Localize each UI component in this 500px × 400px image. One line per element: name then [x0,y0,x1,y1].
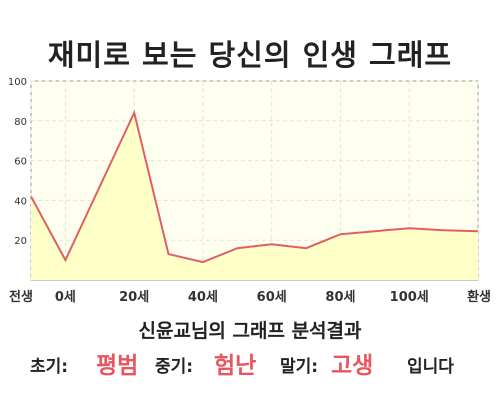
mid-label: 중기: [155,357,194,377]
x-tick-label: 80세 [325,290,355,305]
summary-ending: 입니다 [407,357,454,377]
y-tick-label: 40 [14,196,27,207]
early-value: 평범 [96,353,139,379]
early-label: 초기: [30,357,69,377]
life-series-line [30,109,479,264]
x-tick-label: 20세 [119,290,149,305]
y-axis-ticks: 20 40 60 80 100 [8,77,27,247]
x-tick-label: 전생 [9,289,33,305]
x-axis-ticks: 전생 0세 20세 40세 60세 80세 100세 환생 [9,289,491,305]
life-area-fill [31,112,478,280]
x-tick-label: 환생 [467,289,491,305]
x-tick-label: 60세 [257,290,287,305]
y-tick-label: 100 [8,77,27,88]
y-tick-label: 80 [14,117,27,128]
x-tick-label: 40세 [188,290,218,305]
late-value: 고생 [331,353,374,379]
y-tick-label: 60 [14,157,27,168]
chart-title: 재미로 보는 당신의 인생 그래프 [47,38,453,72]
life-graph-chart: 20 40 60 80 100 전생 0세 20세 40세 60세 80세 100세 환생 [8,77,491,305]
late-label: 말기: [280,357,319,377]
y-tick-label: 20 [14,236,27,247]
analysis-caption: 신윤교님의 그래프 분석결과 [138,320,362,342]
mid-value: 험난 [214,353,257,379]
x-tick-label: 100세 [390,290,429,305]
x-tick-label: 0세 [55,290,76,305]
